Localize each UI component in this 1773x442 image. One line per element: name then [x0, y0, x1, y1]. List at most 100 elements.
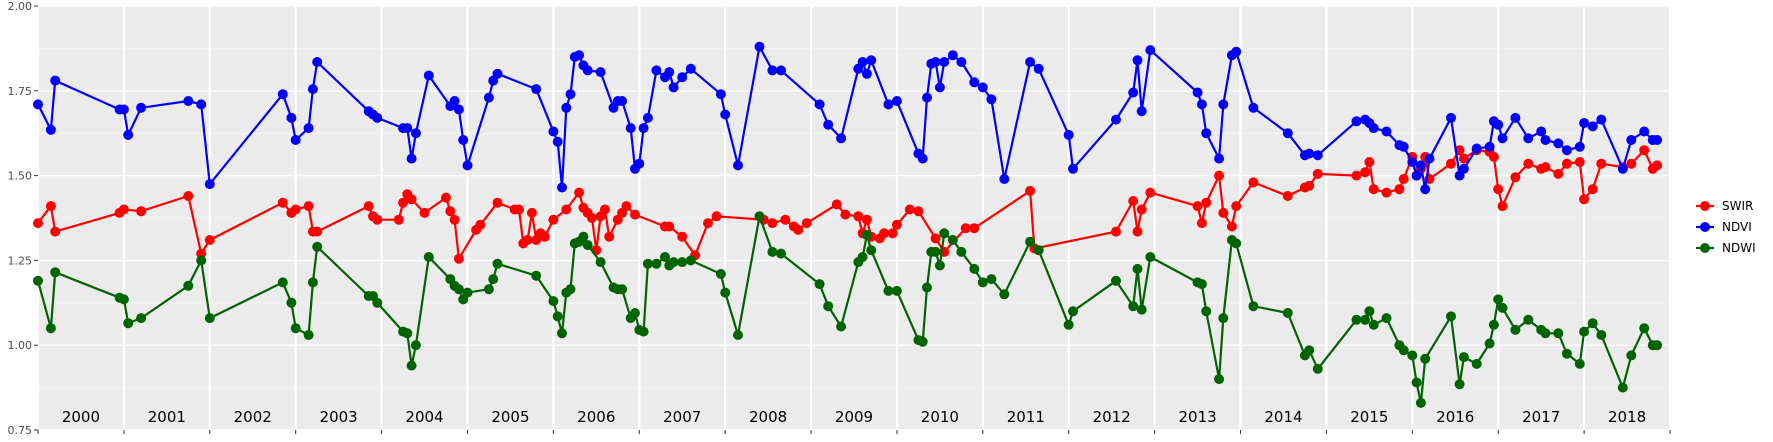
data-point-ndwi [196, 255, 207, 266]
data-point-ndwi [1033, 245, 1044, 256]
year-label: 2010 [921, 408, 959, 426]
data-point-ndwi [1407, 350, 1418, 361]
data-point-ndvi [1493, 119, 1504, 130]
data-point-ndvi [891, 96, 902, 106]
data-point-ndwi [1136, 304, 1147, 315]
data-point-ndwi [582, 240, 593, 251]
data-point-swir [1497, 201, 1508, 212]
data-point-ndwi [1626, 350, 1637, 361]
year-label: 2015 [1350, 408, 1388, 426]
data-point-swir [445, 206, 456, 217]
data-point-ndwi [857, 252, 868, 262]
data-point-ndvi [1510, 112, 1521, 123]
data-point-ndwi [677, 257, 688, 268]
data-point-ndvi [458, 135, 469, 145]
data-point-ndwi [1304, 345, 1315, 356]
data-point-ndvi [286, 112, 297, 123]
legend: SWIR NDVI NDWI [1696, 199, 1756, 255]
year-label: 2009 [835, 408, 873, 426]
data-point-ndwi [136, 313, 147, 324]
data-point-swir [861, 214, 872, 225]
data-point-ndvi [290, 135, 301, 145]
data-point-swir [1282, 191, 1293, 201]
data-point-swir [969, 223, 980, 234]
data-point-ndwi [1510, 324, 1521, 335]
data-point-swir [1488, 151, 1499, 162]
data-point-swir [767, 218, 778, 229]
year-label: 2008 [749, 408, 787, 426]
data-point-ndwi [277, 277, 288, 288]
y-tick-label: 1.75 [8, 85, 33, 98]
data-point-ndvi [1420, 184, 1431, 195]
data-point-ndwi [1488, 319, 1499, 330]
data-point-ndwi [492, 258, 503, 269]
data-point-ndwi [290, 323, 301, 334]
data-point-ndwi [1587, 318, 1598, 329]
data-point-ndvi [574, 50, 585, 61]
data-point-ndwi [548, 296, 559, 307]
data-point-ndwi [754, 211, 765, 222]
data-point-swir [561, 204, 572, 215]
y-tick-label: 0.75 [8, 424, 33, 437]
data-point-ndvi [483, 92, 494, 103]
data-point-ndvi [1214, 153, 1225, 164]
data-point-ndwi [372, 297, 383, 308]
data-point-ndwi [1596, 330, 1607, 340]
year-label: 2007 [663, 408, 701, 426]
data-point-swir [960, 223, 971, 234]
data-point-ndvi [33, 99, 43, 110]
data-point-ndvi [715, 89, 726, 100]
data-point-ndvi [372, 112, 383, 123]
data-point-ndvi [754, 41, 765, 52]
data-point-swir [183, 191, 194, 201]
year-label: 2003 [320, 408, 358, 426]
data-point-swir [1351, 170, 1362, 181]
y-tick-label: 2.00 [8, 0, 33, 13]
data-point-ndvi [1111, 114, 1121, 125]
data-point-swir [1523, 158, 1534, 169]
data-point-ndwi [1617, 382, 1628, 393]
data-point-ndwi [1145, 252, 1156, 262]
data-point-swir [1312, 168, 1323, 179]
data-point-ndvi [1128, 87, 1139, 98]
data-point-swir [1458, 153, 1469, 164]
data-point-ndvi [45, 124, 56, 135]
data-point-ndwi [423, 252, 434, 262]
data-point-ndwi [1561, 348, 1572, 359]
data-point-swir [363, 201, 374, 212]
series-ndwi [33, 211, 1663, 408]
data-point-swir [599, 204, 610, 215]
data-point-ndvi [1523, 133, 1534, 144]
data-point-ndwi [969, 263, 980, 274]
data-point-ndvi [939, 57, 950, 67]
data-point-ndvi [1218, 99, 1229, 110]
data-point-ndvi [565, 89, 576, 100]
data-point-ndwi [1248, 301, 1259, 312]
data-point-ndvi [883, 99, 894, 110]
data-point-ndwi [286, 297, 297, 308]
legend-key-point [1700, 243, 1710, 253]
data-point-swir [1553, 168, 1564, 179]
data-point-ndwi [1471, 358, 1482, 369]
data-point-swir [1364, 157, 1375, 167]
data-point-ndvi [118, 104, 129, 115]
data-point-ndwi [1420, 353, 1431, 364]
legend-key-point [1700, 222, 1710, 232]
data-point-swir [312, 226, 323, 237]
data-point-swir [277, 197, 288, 208]
data-point-swir [1510, 172, 1521, 183]
data-point-swir [1446, 158, 1456, 169]
data-point-ndvi [1574, 141, 1585, 152]
data-point-swir [1218, 207, 1229, 218]
data-point-ndvi [1411, 170, 1422, 181]
data-point-swir [677, 231, 688, 242]
data-point-ndvi [1415, 160, 1426, 171]
data-point-swir [1201, 197, 1212, 208]
data-point-ndwi [1381, 313, 1392, 324]
data-point-swir [574, 187, 585, 198]
data-point-ndvi [595, 67, 606, 78]
data-point-ndvi [307, 84, 318, 95]
data-point-ndvi [204, 179, 215, 190]
year-label: 2018 [1608, 408, 1646, 426]
